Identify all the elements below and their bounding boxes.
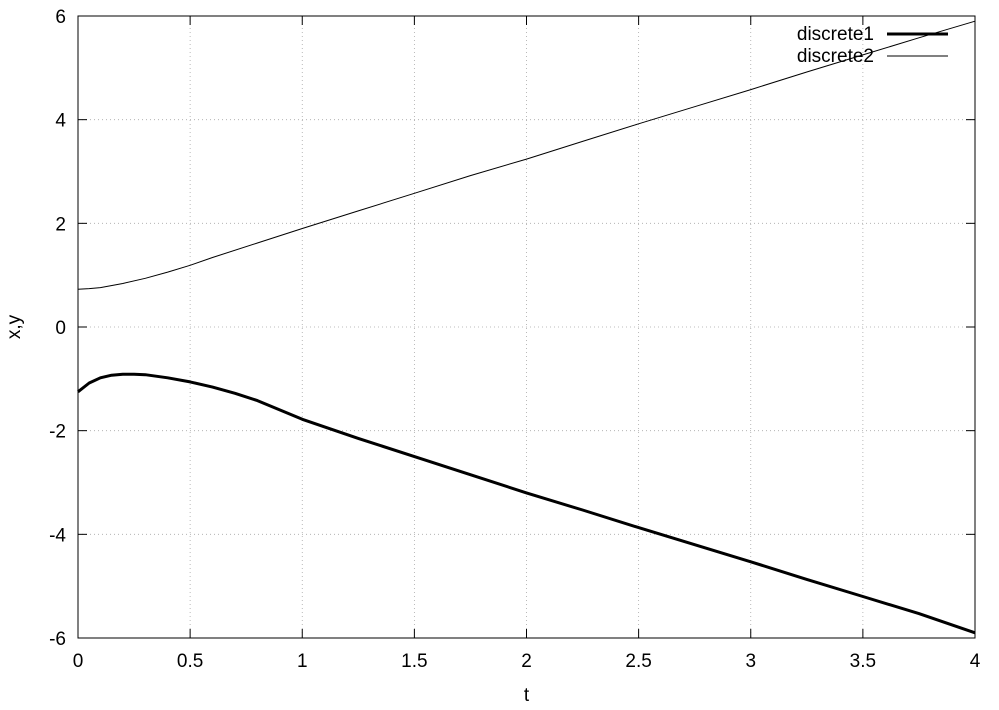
x-tick-label: 1 — [297, 651, 308, 672]
plot-frame — [77, 15, 976, 639]
x-tick-label: 1.5 — [401, 651, 427, 672]
y-tick-label: -6 — [49, 629, 66, 650]
x-tick-label: 0 — [73, 651, 84, 672]
y-tick-labels: -6 -4 -2 0 2 4 6 — [49, 7, 66, 650]
y-tick-label: 6 — [55, 7, 66, 28]
axis-ticks — [77, 15, 976, 639]
y-tick-label: 0 — [55, 318, 66, 339]
legend-label: discrete1 — [797, 24, 874, 45]
x-tick-label: 2.5 — [625, 651, 651, 672]
y-tick-label: -2 — [49, 422, 66, 443]
x-tick-label: 0.5 — [177, 651, 203, 672]
x-axis-label: t — [524, 685, 530, 706]
x-tick-label: 2 — [521, 651, 532, 672]
series-line-discrete2 — [77, 20, 976, 290]
series-lines — [77, 20, 976, 635]
y-tick-label: 4 — [55, 111, 66, 132]
y-tick-label: -4 — [49, 525, 66, 546]
x-tick-label: 4 — [970, 651, 981, 672]
grid — [78, 16, 975, 638]
legend-label: discrete2 — [797, 46, 874, 67]
y-axis-label: x,y — [4, 314, 25, 339]
series-line-discrete1 — [77, 372, 976, 635]
x-tick-labels: 0 0.5 1 1.5 2 2.5 3 3.5 4 — [73, 651, 981, 672]
x-tick-label: 3.5 — [850, 651, 876, 672]
y-tick-label: 2 — [55, 214, 66, 235]
x-tick-label: 3 — [745, 651, 756, 672]
